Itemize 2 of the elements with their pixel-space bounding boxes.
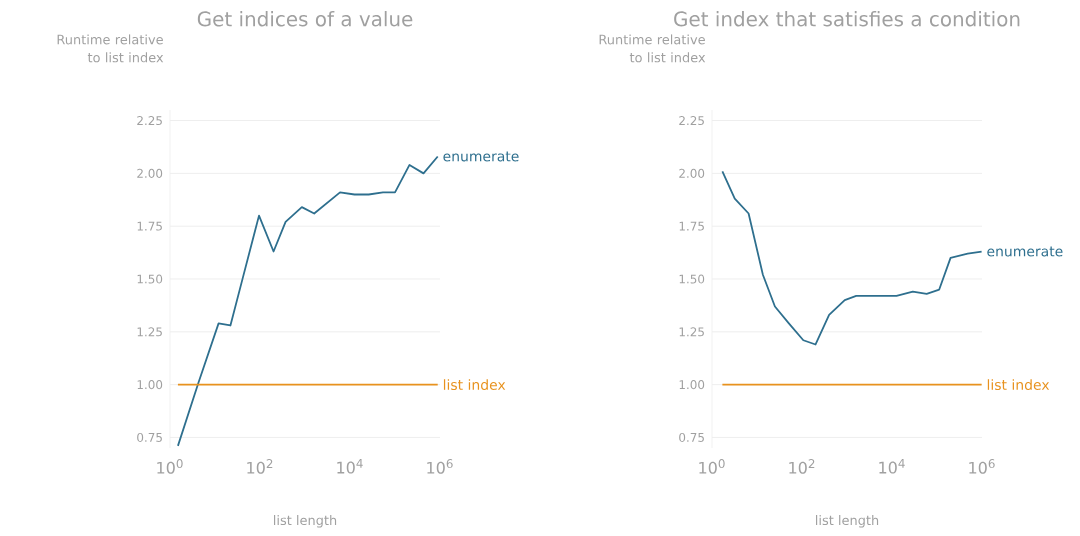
chart-title: Get index that satisfies a condition [674,11,1020,27]
chart-title: Get indices of a value [197,11,413,27]
